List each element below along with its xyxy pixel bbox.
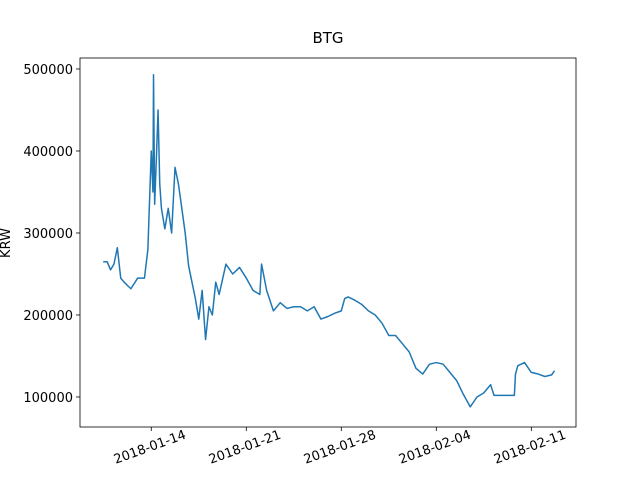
- x-tick-label: 2018-01-21: [207, 428, 283, 468]
- y-tick-label: 400000: [23, 145, 73, 160]
- y-axis-label: KRW: [0, 228, 14, 258]
- plot-frame: [79, 57, 577, 428]
- y-tick-label: 200000: [23, 309, 73, 324]
- chart-title: BTG: [312, 29, 343, 47]
- line-series: [103, 73, 556, 408]
- x-tick-label: 2018-02-04: [397, 428, 473, 468]
- y-tick-label: 500000: [23, 63, 73, 78]
- x-tick-label: 2018-01-14: [112, 428, 188, 468]
- x-tick-label: 2018-01-28: [302, 428, 378, 468]
- x-tick-label: 2018-02-11: [492, 428, 568, 468]
- y-tick-label: 100000: [23, 391, 73, 406]
- y-tick-label: 300000: [23, 227, 73, 242]
